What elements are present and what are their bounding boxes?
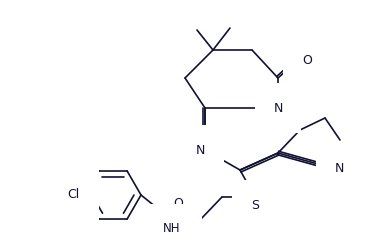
Text: NH: NH [163, 222, 181, 234]
Text: N: N [196, 144, 205, 156]
Text: O: O [302, 53, 312, 67]
Text: O: O [173, 197, 183, 209]
Text: S: S [251, 199, 259, 211]
Text: Cl: Cl [68, 189, 80, 201]
Text: N: N [273, 102, 283, 114]
Text: N: N [335, 162, 344, 174]
